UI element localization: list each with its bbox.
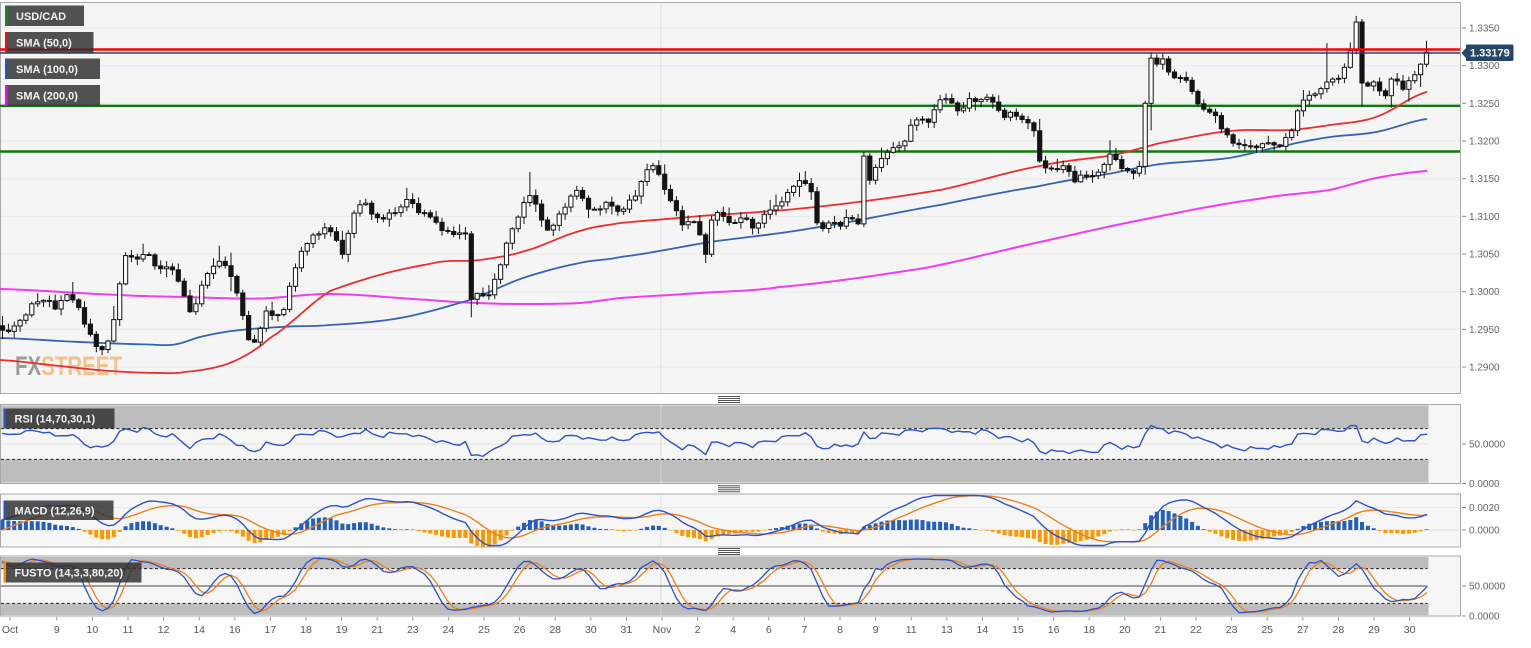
svg-text:1.3150: 1.3150 <box>1469 174 1500 185</box>
svg-text:1.3050: 1.3050 <box>1469 250 1500 261</box>
svg-text:14: 14 <box>977 624 989 636</box>
svg-text:1.2900: 1.2900 <box>1469 363 1500 374</box>
svg-text:14: 14 <box>193 624 205 636</box>
svg-text:USD/CAD: USD/CAD <box>16 11 66 23</box>
svg-text:0.0000: 0.0000 <box>1469 479 1500 490</box>
svg-text:1.3100: 1.3100 <box>1469 212 1500 223</box>
svg-text:0.0020: 0.0020 <box>1469 503 1500 514</box>
svg-text:26: 26 <box>514 624 526 636</box>
svg-text:27: 27 <box>1297 624 1309 636</box>
svg-text:18: 18 <box>300 624 312 636</box>
svg-text:FUSTO (14,3,3,80,20): FUSTO (14,3,3,80,20) <box>15 568 124 580</box>
svg-text:9: 9 <box>873 624 879 636</box>
svg-text:RSI (14,70,30,1): RSI (14,70,30,1) <box>15 414 96 426</box>
svg-text:17: 17 <box>265 624 277 636</box>
svg-text:29: 29 <box>1368 624 1380 636</box>
svg-text:0.0000: 0.0000 <box>1469 526 1500 537</box>
svg-text:50.0000: 50.0000 <box>1469 440 1506 451</box>
svg-text:30: 30 <box>585 624 597 636</box>
svg-text:FXSTREET: FXSTREET <box>15 351 122 381</box>
svg-text:50.0000: 50.0000 <box>1469 582 1506 593</box>
svg-text:4: 4 <box>730 624 736 636</box>
svg-text:1.3250: 1.3250 <box>1469 99 1500 110</box>
svg-text:24: 24 <box>443 624 455 636</box>
svg-text:12: 12 <box>158 624 170 636</box>
svg-text:7: 7 <box>801 624 807 636</box>
svg-text:1.2950: 1.2950 <box>1469 325 1500 336</box>
svg-text:13: 13 <box>941 624 953 636</box>
svg-text:10: 10 <box>87 624 99 636</box>
svg-text:22: 22 <box>1190 624 1202 636</box>
svg-text:11: 11 <box>123 624 134 636</box>
svg-text:6: 6 <box>766 624 772 636</box>
svg-text:1.3200: 1.3200 <box>1469 137 1500 148</box>
svg-text:30: 30 <box>1404 624 1416 636</box>
svg-text:Oct: Oct <box>2 624 18 636</box>
svg-text:15: 15 <box>1012 624 1024 636</box>
svg-text:16: 16 <box>1048 624 1060 636</box>
svg-text:23: 23 <box>407 624 419 636</box>
svg-text:20: 20 <box>1119 624 1131 636</box>
svg-text:SMA (100,0): SMA (100,0) <box>16 64 78 76</box>
svg-text:1.33179: 1.33179 <box>1470 48 1510 60</box>
svg-text:1.3300: 1.3300 <box>1469 61 1500 72</box>
svg-text:1.3350: 1.3350 <box>1469 24 1500 35</box>
svg-text:SMA (50,0): SMA (50,0) <box>16 37 72 49</box>
svg-text:28: 28 <box>549 624 561 636</box>
svg-text:16: 16 <box>229 624 241 636</box>
svg-text:31: 31 <box>621 624 633 636</box>
svg-text:25: 25 <box>1261 624 1273 636</box>
svg-text:SMA (200,0): SMA (200,0) <box>16 90 78 102</box>
svg-text:0.0000: 0.0000 <box>1469 612 1500 623</box>
svg-text:11: 11 <box>906 624 917 636</box>
svg-text:8: 8 <box>837 624 843 636</box>
svg-text:21: 21 <box>1155 624 1167 636</box>
svg-text:25: 25 <box>478 624 490 636</box>
svg-text:28: 28 <box>1333 624 1345 636</box>
svg-text:2: 2 <box>695 624 701 636</box>
svg-text:18: 18 <box>1083 624 1095 636</box>
svg-text:19: 19 <box>336 624 348 636</box>
svg-text:MACD (12,26,9): MACD (12,26,9) <box>15 505 95 517</box>
svg-text:1.3000: 1.3000 <box>1469 287 1500 298</box>
svg-text:9: 9 <box>54 624 60 636</box>
svg-text:23: 23 <box>1226 624 1238 636</box>
svg-text:21: 21 <box>371 624 383 636</box>
svg-text:Nov: Nov <box>653 624 672 636</box>
